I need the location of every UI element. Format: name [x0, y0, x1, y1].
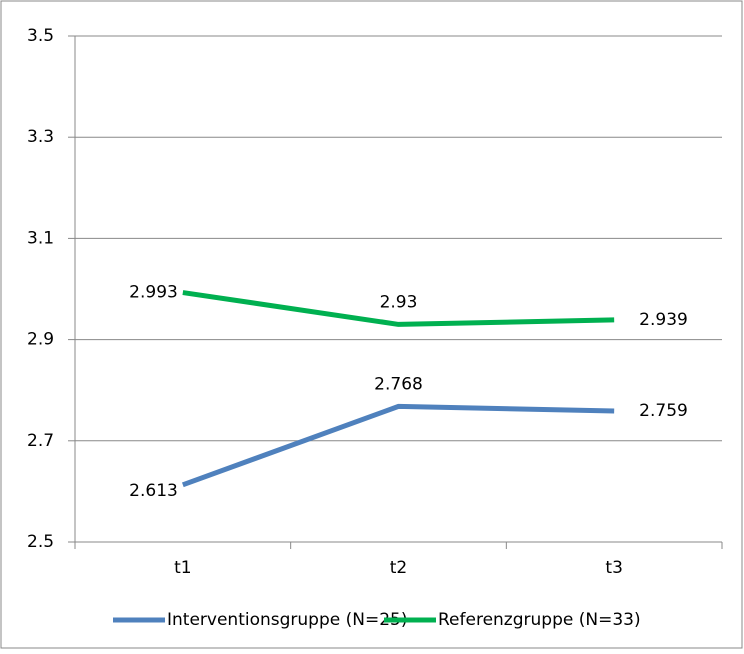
data-label: 2.939	[639, 310, 688, 330]
series-line	[182, 290, 615, 327]
y-tick-label: 2.5	[27, 532, 54, 552]
data-label: 2.759	[639, 401, 688, 421]
series-line	[181, 403, 615, 488]
x-tick-label: t2	[390, 558, 407, 578]
data-label: 2.613	[129, 481, 178, 501]
x-tick-label: t1	[174, 558, 191, 578]
data-label: 2.93	[380, 292, 418, 312]
legend-label: Referenzgruppe (N=33)	[438, 610, 641, 630]
y-tick-label: 2.7	[27, 431, 54, 451]
y-tick-label: 3.3	[27, 127, 54, 147]
y-tick-label: 2.9	[27, 330, 54, 350]
y-tick-label: 3.1	[27, 228, 54, 248]
data-label: 2.768	[374, 374, 423, 394]
legend-label: Interventionsgruppe (N=25)	[167, 610, 407, 630]
x-tick-label: t3	[605, 558, 622, 578]
y-tick-label: 3.5	[27, 26, 54, 46]
data-label: 2.993	[129, 283, 178, 303]
